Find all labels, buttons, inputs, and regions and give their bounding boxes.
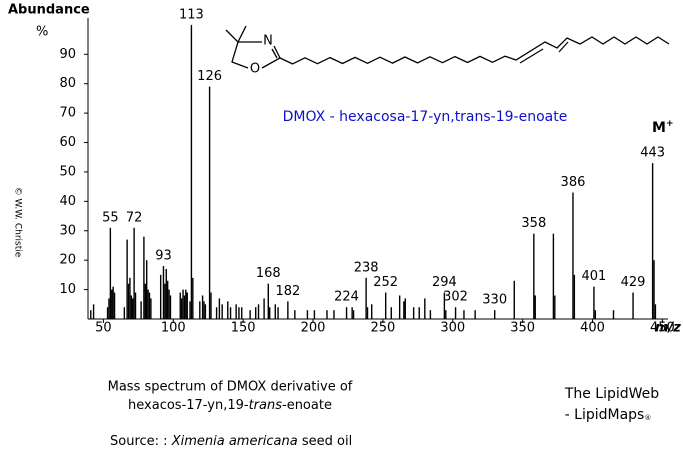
x-tick-label: 250 xyxy=(370,321,395,336)
molecular-ion-text: M xyxy=(652,120,666,136)
credit-mark: ® xyxy=(644,414,651,422)
source-part: Ximenia americana xyxy=(171,434,298,449)
chain xyxy=(279,36,670,65)
peak-label: 238 xyxy=(354,260,379,275)
y-tick-label: 30 xyxy=(59,223,76,238)
caption-part: hexacos-17-yn,19- xyxy=(128,398,249,413)
x-tick-label: 450 xyxy=(650,321,675,336)
molecular-ion-sup: + xyxy=(666,119,674,129)
y-tick-label: 60 xyxy=(59,135,76,150)
peak-label: 386 xyxy=(561,175,586,190)
y-title: Abundance xyxy=(8,3,90,18)
structure xyxy=(225,25,670,69)
y-tick-label: 70 xyxy=(59,106,76,121)
atom-label: N xyxy=(263,34,273,49)
source-part: seed oil xyxy=(302,434,352,449)
bond xyxy=(519,48,544,64)
annotation: DMOX - hexacosa-17-yn,trans-19-enoate xyxy=(283,109,568,125)
atom-label: O xyxy=(250,62,260,77)
credit: The LipidWeb xyxy=(564,386,659,402)
copyright: © W.W. Christie xyxy=(13,187,23,258)
credit: - LipidMaps® xyxy=(565,407,652,423)
peak-label: 429 xyxy=(621,275,646,290)
caption-part: trans xyxy=(249,398,283,413)
peak-label: 330 xyxy=(482,293,507,308)
peak-label: 302 xyxy=(443,290,468,305)
y-unit: % xyxy=(36,25,48,40)
peak-label: 93 xyxy=(155,249,172,264)
x-tick-label: 200 xyxy=(301,321,326,336)
peak-label: 401 xyxy=(582,269,607,284)
peak-label: 126 xyxy=(197,69,222,84)
source-part: Source: : xyxy=(110,434,168,449)
x-tick-label: 100 xyxy=(161,321,186,336)
caption: hexacos-17-yn,19-trans-enoate xyxy=(128,398,332,413)
bond xyxy=(261,45,281,69)
bond xyxy=(237,25,247,43)
bond xyxy=(271,48,278,59)
bond xyxy=(558,41,569,53)
y-tick-label: 20 xyxy=(59,253,76,268)
caption: Mass spectrum of DMOX derivative of xyxy=(108,380,353,395)
peak-label: 113 xyxy=(179,7,204,22)
x-tick-label: 400 xyxy=(580,321,605,336)
credit-part: - LipidMaps xyxy=(565,407,645,423)
x-tick-label: 150 xyxy=(231,321,256,336)
peak-label: 224 xyxy=(334,290,359,305)
peak-label: 55 xyxy=(102,210,119,225)
peak-label: 294 xyxy=(432,275,457,290)
y-tick-label: 10 xyxy=(59,282,76,297)
y-tick-label: 40 xyxy=(59,194,76,209)
peak-label: 443 xyxy=(640,146,665,161)
caption-part: -enoate xyxy=(282,398,332,413)
y-tick-label: 80 xyxy=(59,76,76,91)
peak-label: 182 xyxy=(275,284,300,299)
peak-label: 168 xyxy=(256,266,281,281)
x-tick-label: 300 xyxy=(440,321,465,336)
x-title: m/z xyxy=(655,321,681,336)
molecular-ion: M+ xyxy=(652,119,673,137)
bond xyxy=(225,29,249,69)
peak-label: 252 xyxy=(373,275,398,290)
peak-label: 358 xyxy=(521,216,546,231)
source: Source: : Ximenia americana seed oil xyxy=(110,434,352,449)
y-tick-label: 90 xyxy=(59,47,76,62)
y-tick-label: 50 xyxy=(59,164,76,179)
x-tick-label: 50 xyxy=(95,321,112,336)
x-tick-label: 350 xyxy=(510,321,535,336)
peak-label: 72 xyxy=(126,210,143,225)
